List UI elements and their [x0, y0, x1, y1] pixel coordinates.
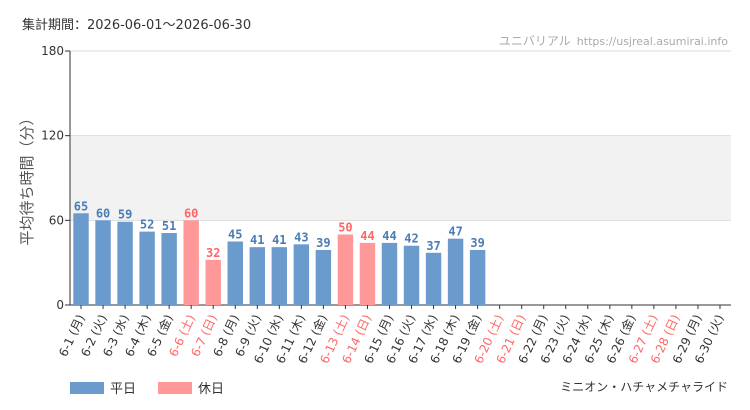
legend-swatch-weekday	[70, 381, 104, 394]
bar	[227, 241, 243, 305]
bar	[337, 234, 354, 305]
bar-value-label: 41	[272, 233, 286, 247]
bar-value-label: 44	[382, 229, 396, 243]
legend: 平日 休日	[70, 378, 224, 397]
bar	[315, 249, 332, 305]
legend-item-weekday: 平日	[70, 378, 136, 397]
bar	[95, 220, 111, 305]
bar-value-label: 60	[96, 206, 110, 220]
y-tick-label: 0	[56, 298, 64, 312]
site-credit: ユニバリアル https://usjreal.asumirai.info	[499, 32, 728, 49]
bar-value-label: 45	[228, 228, 242, 242]
bar-value-label: 60	[184, 206, 198, 220]
bar-value-label: 52	[140, 218, 154, 232]
bar	[469, 249, 486, 305]
grid-band	[70, 135, 731, 221]
bar	[205, 259, 221, 305]
bar-value-label: 42	[404, 232, 418, 246]
y-tick-label: 60	[49, 213, 64, 227]
site-url: https://usjreal.asumirai.info	[576, 35, 728, 48]
bar-value-label: 51	[162, 219, 176, 233]
bar	[249, 247, 265, 305]
bar	[381, 242, 398, 305]
bar	[139, 231, 155, 305]
bar-value-label: 50	[338, 220, 352, 234]
bar	[447, 238, 464, 305]
bar	[293, 244, 310, 305]
bar	[161, 233, 177, 305]
bar-value-label: 39	[470, 236, 484, 250]
bar-value-label: 65	[74, 199, 88, 213]
collection-period: 集計期間：2026-06-01〜2026-06-30	[22, 18, 252, 33]
bar	[403, 245, 420, 305]
bar-value-label: 32	[206, 246, 220, 260]
legend-swatch-holiday	[158, 381, 193, 394]
y-axis-title: 平均待ち時間（分）	[18, 110, 36, 245]
legend-label-weekday: 平日	[110, 382, 137, 397]
attraction-name: ミニオン・ハチャメチャライド	[560, 380, 728, 394]
bar	[359, 242, 376, 305]
y-tick-label: 120	[41, 129, 64, 143]
bar-value-label: 47	[448, 225, 462, 239]
bar-value-label: 37	[426, 239, 440, 253]
bar	[271, 247, 288, 305]
bar-value-label: 59	[118, 208, 132, 222]
bar	[183, 220, 199, 305]
bar-value-label: 44	[360, 229, 374, 243]
bar	[117, 221, 133, 305]
bar	[73, 213, 89, 305]
legend-label-holiday: 休日	[198, 382, 225, 397]
y-tick-label: 180	[41, 44, 64, 58]
legend-item-holiday: 休日	[158, 378, 224, 397]
bar	[425, 252, 442, 305]
bar-value-label: 43	[294, 230, 308, 244]
bar-value-label: 39	[316, 236, 330, 250]
site-name: ユニバリアル	[498, 34, 571, 48]
bar-value-label: 41	[250, 233, 264, 247]
